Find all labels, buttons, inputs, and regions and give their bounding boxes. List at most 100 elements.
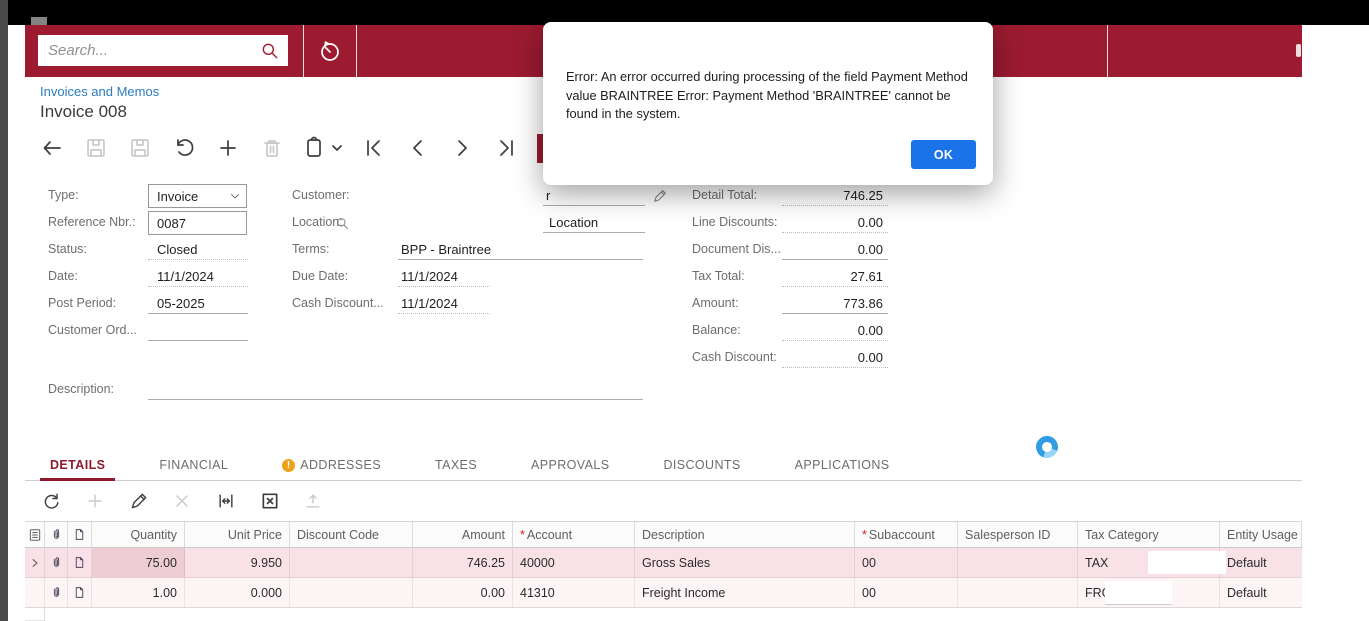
due-date-value: 11/1/2024 [398, 266, 490, 287]
cell-discount-code[interactable] [290, 578, 413, 607]
header-edge-glyph [1296, 44, 1301, 57]
header-account[interactable]: * Account [513, 522, 635, 547]
amount-field[interactable]: 773.86 [782, 293, 888, 314]
amount-label: Amount: [692, 296, 739, 310]
cell-edit-overlay [1148, 551, 1226, 574]
tab-financial[interactable]: FINANCIAL [149, 450, 238, 480]
cell-salesperson-id[interactable] [958, 578, 1078, 607]
terms-field[interactable]: BPP - Braintree [398, 239, 643, 260]
type-select[interactable]: Invoice [148, 184, 247, 208]
header-unit-price[interactable]: Unit Price [185, 522, 290, 547]
edit-customer-pencil-icon[interactable] [652, 188, 668, 204]
breadcrumb[interactable]: Invoices and Memos [40, 84, 160, 99]
history-icon[interactable] [318, 39, 342, 63]
header-amount[interactable]: Amount [413, 522, 513, 547]
save-button[interactable] [128, 136, 152, 160]
header-tax-category[interactable]: Tax Category [1078, 522, 1220, 547]
export-excel-icon[interactable] [260, 491, 280, 511]
header-subaccount[interactable]: * Subaccount [855, 522, 958, 547]
go-first-button[interactable] [362, 136, 386, 160]
tab-details-label: DETAILS [50, 458, 106, 472]
customer-field[interactable]: r [543, 185, 645, 206]
reference-nbr-input[interactable] [149, 211, 335, 235]
paperclip-icon[interactable] [45, 578, 68, 607]
cell-unit-price[interactable]: 9.950 [185, 548, 290, 577]
paperclip-icon[interactable] [45, 548, 68, 577]
error-dialog: Error: An error occurred during processi… [543, 22, 993, 185]
tab-approvals-label: APPROVALS [531, 458, 610, 472]
go-last-button[interactable] [494, 136, 518, 160]
back-button[interactable] [40, 136, 64, 160]
status-label: Status: [48, 242, 87, 256]
cash-discount-value: 0.00 [782, 347, 888, 368]
add-row-icon[interactable] [85, 491, 105, 511]
cell-description[interactable]: Gross Sales [635, 548, 855, 577]
tab-details[interactable]: DETAILS [40, 450, 116, 481]
type-label: Type: [48, 188, 79, 202]
cell-unit-price[interactable]: 0.000 [185, 578, 290, 607]
grid-row-2[interactable]: 1.00 0.000 0.00 41310 Freight Income 00 … [25, 578, 1302, 608]
cell-quantity[interactable]: 1.00 [92, 578, 185, 607]
note-document-icon[interactable] [68, 548, 92, 577]
header-entity-usage[interactable]: Entity Usage T [1220, 522, 1302, 547]
header-description[interactable]: Description [635, 522, 855, 547]
ok-button[interactable]: OK [911, 140, 976, 169]
copy-paste-button[interactable] [302, 136, 326, 160]
cell-description[interactable]: Freight Income [635, 578, 855, 607]
reference-nbr-field[interactable] [148, 211, 349, 235]
description-field[interactable] [148, 379, 643, 400]
note-document-icon[interactable] [68, 578, 92, 607]
global-search[interactable] [38, 35, 288, 66]
cell-entity-usage[interactable]: Default [1227, 585, 1267, 600]
header-discount-code[interactable]: Discount Code [290, 522, 413, 547]
edit-row-pencil-icon[interactable] [129, 491, 149, 511]
delete-row-x-icon[interactable] [172, 491, 192, 511]
copy-paste-menu-chevron-icon[interactable] [330, 136, 344, 160]
grid-toolbar [25, 482, 1302, 521]
header-salesperson-id[interactable]: Salesperson ID [958, 522, 1078, 547]
cell-quantity[interactable]: 75.00 [92, 548, 185, 577]
cell-entity-usage[interactable]: Default [1227, 555, 1267, 570]
tab-discounts[interactable]: DISCOUNTS [653, 450, 750, 480]
cell-salesperson-id[interactable] [958, 548, 1078, 577]
delete-button[interactable] [260, 136, 284, 160]
cell-discount-code[interactable] [290, 548, 413, 577]
fit-width-icon[interactable] [216, 491, 236, 511]
cell-subaccount[interactable]: 00 [855, 548, 958, 577]
customer-order-field[interactable] [148, 320, 248, 341]
header-quantity[interactable]: Quantity [92, 522, 185, 547]
search-input[interactable] [38, 35, 260, 66]
cell-amount[interactable]: 0.00 [413, 578, 513, 607]
upload-icon[interactable] [303, 491, 323, 511]
line-discounts-value: 0.00 [782, 212, 888, 233]
undo-button[interactable] [172, 136, 196, 160]
save-and-close-button[interactable] [84, 136, 108, 160]
grid-settings-icon[interactable] [25, 522, 45, 547]
tab-taxes[interactable]: TAXES [425, 450, 487, 480]
tab-applications[interactable]: APPLICATIONS [785, 450, 900, 480]
add-new-button[interactable] [216, 136, 240, 160]
tab-addresses[interactable]: ADDRESSES [272, 450, 391, 480]
cell-subaccount[interactable]: 00 [855, 578, 958, 607]
refresh-icon[interactable] [42, 491, 62, 511]
notes-column-header-document-icon[interactable] [68, 522, 92, 547]
lookup-icon[interactable] [335, 216, 350, 231]
cell-tax-category[interactable]: FRG [1078, 578, 1220, 607]
document-discounts-field[interactable]: 0.00 [782, 239, 888, 260]
grid-row-1[interactable]: 75.00 9.950 746.25 40000 Gross Sales 00 … [25, 548, 1302, 578]
search-icon[interactable] [260, 41, 280, 61]
header-divider [1107, 25, 1108, 77]
due-date-label: Due Date: [292, 269, 349, 283]
cell-account[interactable]: 40000 [513, 548, 635, 577]
location-field[interactable]: Location [543, 212, 645, 233]
tab-approvals[interactable]: APPROVALS [521, 450, 619, 480]
go-next-button[interactable] [450, 136, 474, 160]
go-previous-button[interactable] [406, 136, 430, 160]
attachment-column-header-paperclip-icon[interactable] [45, 522, 68, 547]
cell-account[interactable]: 41310 [513, 578, 635, 607]
page-title: Invoice 008 [40, 102, 127, 121]
collapsed-sidebar[interactable] [0, 0, 8, 621]
cell-amount[interactable]: 746.25 [413, 548, 513, 577]
required-marker: * [862, 527, 867, 542]
post-period-field[interactable]: 05-2025 [148, 293, 248, 314]
